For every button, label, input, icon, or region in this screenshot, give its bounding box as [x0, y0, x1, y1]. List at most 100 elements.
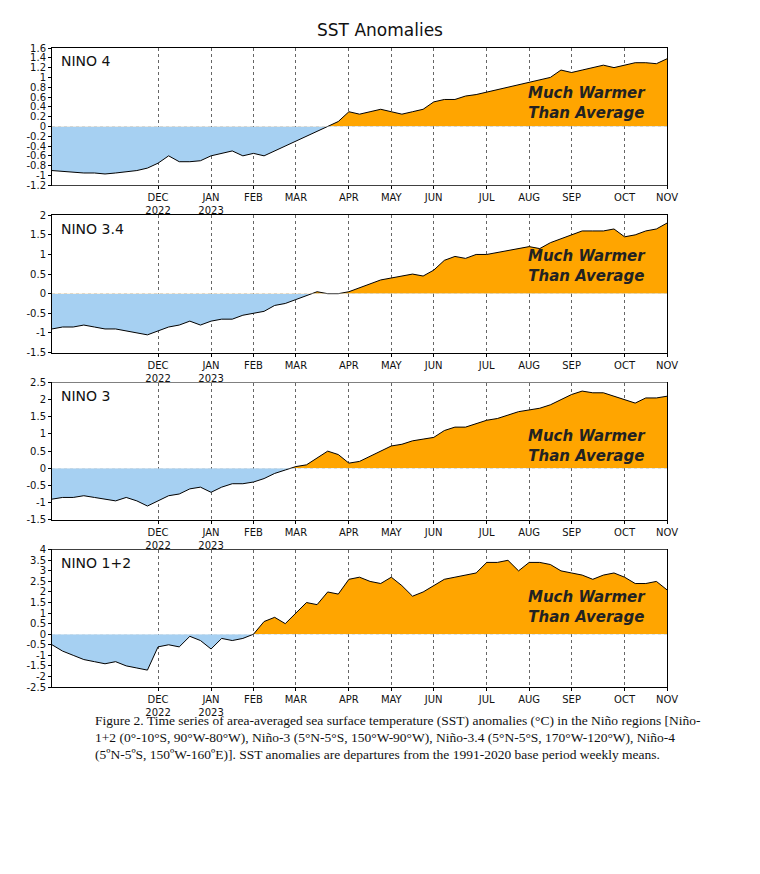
svg-text:SEP: SEP: [562, 527, 581, 538]
svg-text:JUL: JUL: [478, 360, 495, 371]
svg-text:0.2: 0.2: [30, 111, 46, 122]
svg-text:1.5: 1.5: [30, 229, 46, 240]
svg-text:MAY: MAY: [381, 694, 403, 705]
svg-text:1: 1: [40, 608, 46, 619]
svg-text:0: 0: [40, 629, 46, 640]
svg-text:APR: APR: [339, 527, 359, 538]
svg-text:1.4: 1.4: [30, 52, 46, 63]
svg-text:-1: -1: [36, 327, 46, 338]
svg-text:-1.2: -1.2: [26, 180, 46, 191]
svg-text:-1.5: -1.5: [26, 514, 46, 525]
svg-text:FEB: FEB: [244, 360, 263, 371]
svg-text:-0.4: -0.4: [26, 141, 46, 152]
svg-text:0.5: 0.5: [30, 269, 46, 280]
svg-text:NINO 4: NINO 4: [61, 53, 111, 69]
svg-text:NINO 3.4: NINO 3.4: [61, 221, 124, 237]
svg-text:OCT: OCT: [614, 694, 636, 705]
svg-text:-0.6: -0.6: [26, 150, 46, 161]
svg-text:NINO 3: NINO 3: [61, 388, 110, 404]
svg-text:-0.5: -0.5: [26, 308, 46, 319]
svg-text:-0.5: -0.5: [26, 480, 46, 491]
svg-text:MAR: MAR: [285, 527, 307, 538]
svg-text:MAR: MAR: [285, 192, 307, 203]
svg-text:-0.2: -0.2: [26, 131, 46, 142]
svg-text:JUN: JUN: [424, 527, 443, 538]
svg-text:0: 0: [40, 121, 46, 132]
svg-text:OCT: OCT: [614, 360, 636, 371]
svg-text:0.8: 0.8: [30, 82, 46, 93]
svg-text:0.5: 0.5: [30, 446, 46, 457]
svg-text:-1.5: -1.5: [26, 660, 46, 671]
svg-text:NOV: NOV: [656, 360, 678, 371]
svg-text:JUN: JUN: [424, 694, 443, 705]
svg-text:AUG: AUG: [518, 360, 540, 371]
svg-text:0: 0: [40, 463, 46, 474]
svg-text:-1.5: -1.5: [26, 347, 46, 358]
svg-text:JAN2023: JAN2023: [198, 360, 223, 384]
svg-text:1: 1: [40, 428, 46, 439]
svg-text:MAR: MAR: [285, 360, 307, 371]
svg-text:2: 2: [40, 210, 46, 221]
svg-text:MAY: MAY: [381, 527, 403, 538]
svg-text:DEC2022: DEC2022: [145, 192, 170, 216]
svg-text:NOV: NOV: [656, 694, 678, 705]
svg-text:2.5: 2.5: [30, 576, 46, 587]
svg-text:Much WarmerThan Average: Much WarmerThan Average: [528, 247, 646, 285]
svg-text:FEB: FEB: [244, 527, 263, 538]
svg-text:SEP: SEP: [562, 360, 581, 371]
svg-text:1.5: 1.5: [30, 597, 46, 608]
svg-text:1: 1: [40, 72, 46, 83]
svg-text:SEP: SEP: [562, 694, 581, 705]
svg-text:OCT: OCT: [614, 192, 636, 203]
svg-text:0.5: 0.5: [30, 618, 46, 629]
svg-text:1.2: 1.2: [30, 62, 46, 73]
svg-text:2: 2: [40, 394, 46, 405]
svg-text:-0.8: -0.8: [26, 160, 46, 171]
svg-text:NOV: NOV: [656, 527, 678, 538]
svg-text:NINO 1+2: NINO 1+2: [61, 555, 131, 571]
svg-text:JUN: JUN: [424, 360, 443, 371]
svg-text:DEC2022: DEC2022: [145, 527, 170, 551]
svg-text:APR: APR: [339, 694, 359, 705]
svg-text:2.5: 2.5: [30, 377, 46, 388]
svg-text:DEC2022: DEC2022: [145, 360, 170, 384]
svg-text:4: 4: [40, 544, 46, 555]
svg-text:-0.5: -0.5: [26, 639, 46, 650]
svg-text:-2.5: -2.5: [26, 682, 46, 693]
svg-text:AUG: AUG: [518, 527, 540, 538]
svg-text:FEB: FEB: [244, 192, 263, 203]
svg-text:FEB: FEB: [244, 694, 263, 705]
svg-text:JAN2023: JAN2023: [198, 192, 223, 216]
svg-text:-1: -1: [36, 650, 46, 661]
svg-text:SST Anomalies: SST Anomalies: [317, 20, 443, 40]
svg-text:MAR: MAR: [285, 694, 307, 705]
svg-text:Much WarmerThan Average: Much WarmerThan Average: [528, 588, 646, 626]
svg-text:1.5: 1.5: [30, 411, 46, 422]
svg-text:SEP: SEP: [562, 192, 581, 203]
svg-text:APR: APR: [339, 192, 359, 203]
svg-text:1: 1: [40, 249, 46, 260]
svg-text:2: 2: [40, 586, 46, 597]
svg-text:JUL: JUL: [478, 527, 495, 538]
svg-text:MAY: MAY: [381, 360, 403, 371]
svg-text:0: 0: [40, 288, 46, 299]
svg-text:JAN2023: JAN2023: [198, 527, 223, 551]
svg-text:3: 3: [40, 565, 46, 576]
svg-text:JUL: JUL: [478, 694, 495, 705]
svg-text:OCT: OCT: [614, 527, 636, 538]
svg-text:-1: -1: [36, 170, 46, 181]
svg-text:APR: APR: [339, 360, 359, 371]
svg-text:Much WarmerThan Average: Much WarmerThan Average: [528, 427, 646, 465]
svg-text:-1: -1: [36, 497, 46, 508]
svg-text:-2: -2: [36, 671, 46, 682]
svg-text:MAY: MAY: [381, 192, 403, 203]
svg-text:0.6: 0.6: [30, 92, 46, 103]
svg-text:Much WarmerThan Average: Much WarmerThan Average: [528, 84, 646, 122]
svg-text:3.5: 3.5: [30, 555, 46, 566]
svg-text:0.4: 0.4: [30, 101, 46, 112]
svg-text:JUL: JUL: [478, 192, 495, 203]
svg-text:AUG: AUG: [518, 694, 540, 705]
svg-text:JUN: JUN: [424, 192, 443, 203]
svg-text:AUG: AUG: [518, 192, 540, 203]
svg-text:NOV: NOV: [656, 192, 678, 203]
